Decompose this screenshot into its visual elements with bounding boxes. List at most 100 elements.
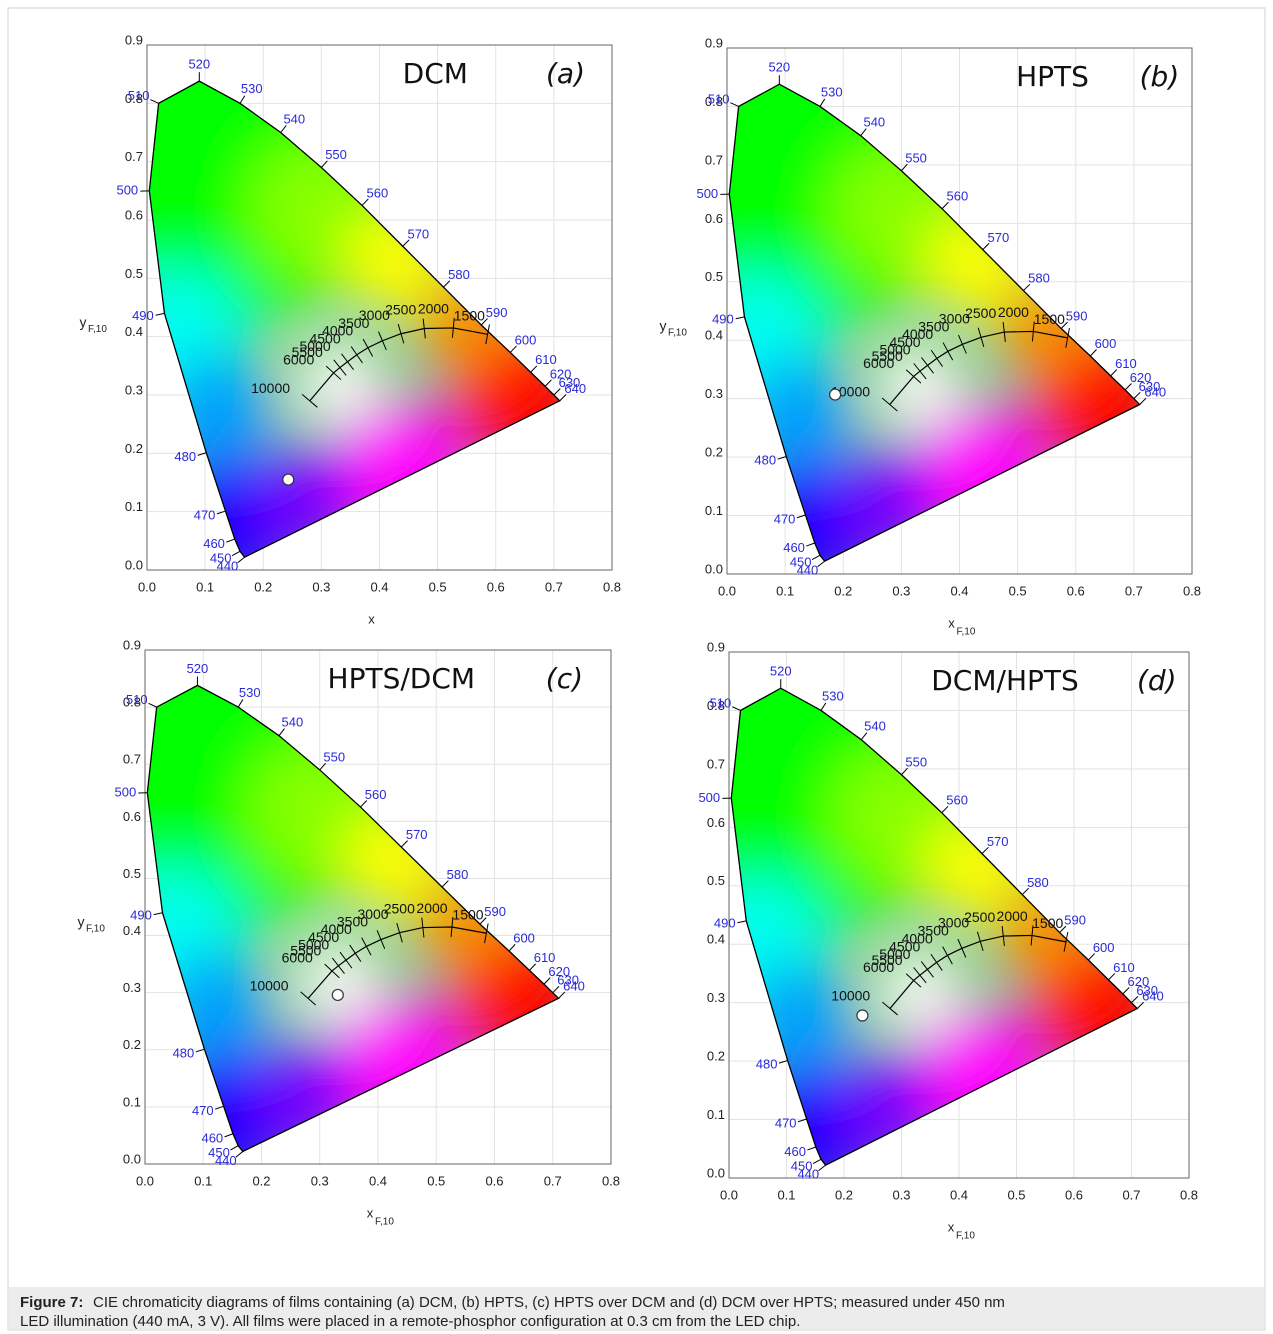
y-tick-label: 0.6 <box>123 809 141 824</box>
isotherm-tick <box>976 931 984 952</box>
x-tick-label: 0.6 <box>485 1173 503 1188</box>
cct-label: 2500 <box>964 909 995 925</box>
y-tick-label: 0.2 <box>707 1049 725 1064</box>
wavelength-tick <box>982 242 990 250</box>
x-tick-label: 0.3 <box>311 1173 329 1188</box>
isotherm-tick <box>920 961 934 978</box>
wavelength-tick <box>1110 369 1118 377</box>
wavelength-tick <box>559 394 567 402</box>
chart-title: HPTS <box>1016 60 1089 93</box>
cct-label: 1500 <box>454 307 485 323</box>
wavelength-label: 510 <box>126 692 148 707</box>
y-tick-label: 0.3 <box>123 980 141 995</box>
x-tick-label: 0.1 <box>194 1173 212 1188</box>
isotherm-tick <box>1002 322 1006 343</box>
wavelength-tick <box>730 102 739 107</box>
x-tick-label: 0.7 <box>1125 583 1143 598</box>
y-axis-label-sub: F,10 <box>86 924 105 935</box>
y-tick-label: 0.2 <box>705 445 723 460</box>
cct-label: 4500 <box>308 929 339 945</box>
cct-label: 6000 <box>863 355 894 371</box>
wavelength-label: 590 <box>1066 309 1088 324</box>
wavelength-label: 560 <box>947 189 969 204</box>
wavelength-label: 570 <box>987 834 1009 849</box>
y-tick-label: 0.9 <box>707 639 725 654</box>
isotherm-tick <box>942 342 954 361</box>
wavelength-label: 550 <box>905 150 927 165</box>
isotherm-tick <box>977 327 985 348</box>
wavelength-label: 600 <box>513 931 535 946</box>
wavelength-label: 440 <box>217 559 239 574</box>
wavelength-tick <box>509 345 517 353</box>
x-axis-label-sub: F,10 <box>375 1217 394 1228</box>
wavelength-label: 570 <box>407 226 429 241</box>
x-tick-label: 0.4 <box>369 1173 387 1188</box>
y-tick-label: 0.3 <box>125 382 143 397</box>
x-tick-label: 0.8 <box>1180 1187 1198 1202</box>
wavelength-tick <box>226 538 235 543</box>
x-axis-label-sub: F,10 <box>957 627 976 638</box>
wavelength-label: 600 <box>1093 940 1115 955</box>
caption-label: Figure 7: <box>20 1294 83 1311</box>
wavelength-label: 540 <box>282 714 304 729</box>
cct-label: 3000 <box>359 307 390 323</box>
wavelength-tick <box>529 963 537 971</box>
wavelength-label: 630 <box>1139 379 1161 394</box>
wavelength-label: 530 <box>239 685 261 700</box>
wavelength-label: 440 <box>215 1153 237 1168</box>
x-tick-label: 0.5 <box>1007 1187 1025 1202</box>
y-tick-label: 0.6 <box>707 815 725 830</box>
color-blob <box>878 346 960 428</box>
x-tick-label: 0.1 <box>777 1187 795 1202</box>
wavelength-tick <box>216 510 226 515</box>
cct-label: 2500 <box>965 305 996 321</box>
cct-label: 4500 <box>889 938 920 954</box>
isotherm-tick <box>376 930 386 949</box>
wavelength-label: 470 <box>192 1103 214 1118</box>
plot-border <box>728 651 1190 1179</box>
y-axis-label: y <box>80 314 87 330</box>
caption-text: LED illumination (440 mA, 3 V). All film… <box>20 1313 800 1330</box>
wavelength-label: 540 <box>863 115 885 130</box>
wavelength-tick <box>1139 397 1147 405</box>
x-tick-label: 0.6 <box>1067 583 1085 598</box>
y-tick-label: 0.7 <box>707 756 725 771</box>
color-blob <box>298 342 380 425</box>
x-tick-label: 0.4 <box>950 1187 968 1202</box>
y-tick-label: 0.1 <box>707 1107 725 1122</box>
chart-title: DCM <box>403 57 468 90</box>
wavelength-tick <box>1089 349 1097 357</box>
wavelength-label: 620 <box>548 964 570 979</box>
y-tick-label: 0.5 <box>125 266 143 281</box>
isotherm-tick <box>339 951 353 969</box>
wavelength-label: 630 <box>559 375 581 390</box>
wavelength-label: 500 <box>696 186 718 201</box>
wavelength-label: 490 <box>130 908 152 923</box>
isotherm-tick <box>301 393 318 408</box>
wavelength-tick <box>237 556 245 564</box>
wavelength-tick <box>735 316 745 320</box>
isotherm-tick <box>451 317 455 338</box>
wavelength-label: 620 <box>550 366 572 381</box>
wavelength-label: 560 <box>367 185 389 200</box>
isotherm-tick <box>1030 925 1034 946</box>
x-axis-label: x <box>948 1219 955 1234</box>
wavelength-label: 470 <box>774 511 796 526</box>
cct-label: 5000 <box>879 342 910 358</box>
wavelength-tick <box>1023 283 1031 291</box>
wavelength-tick <box>820 702 827 711</box>
wavelength-tick <box>321 160 328 168</box>
y-tick-label: 0.5 <box>705 269 723 284</box>
cct-label: 5500 <box>292 344 323 360</box>
wavelength-label: 560 <box>365 787 387 802</box>
color-fill <box>149 81 560 558</box>
isotherm-tick <box>1065 327 1070 348</box>
wavelength-tick <box>319 762 327 771</box>
cct-label: 4500 <box>889 334 920 350</box>
y-tick-label: 0.7 <box>125 149 143 164</box>
wavelength-tick <box>280 125 287 133</box>
y-tick-label: 0.1 <box>125 499 143 514</box>
wavelength-tick <box>214 1105 224 1110</box>
isotherm-tick <box>958 334 967 354</box>
wavelength-label: 480 <box>173 1045 195 1060</box>
